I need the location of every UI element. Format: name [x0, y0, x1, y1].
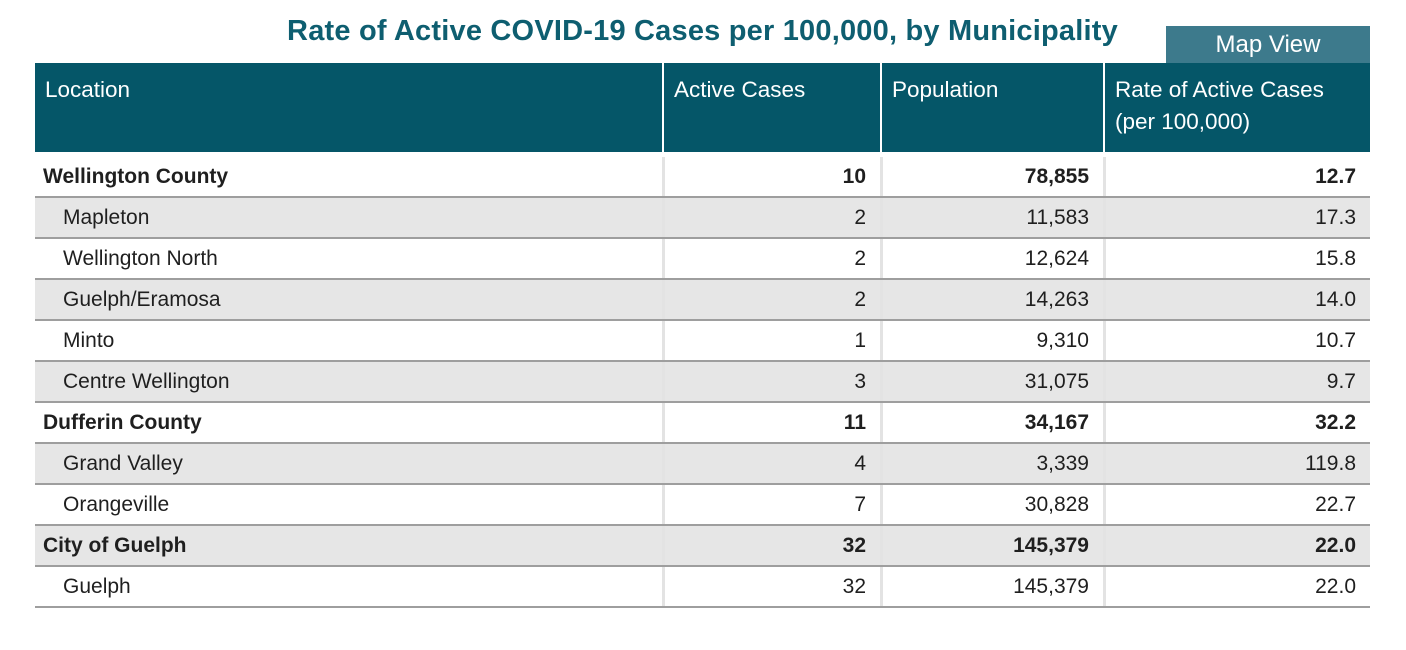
cell-active-cases: 2 — [662, 198, 880, 237]
cell-location: Wellington North — [63, 246, 218, 270]
cell-rate: 119.8 — [1103, 444, 1370, 483]
cell-population: 12,624 — [880, 239, 1103, 278]
cell-active-cases: 32 — [662, 526, 880, 565]
cell-rate: 14.0 — [1103, 280, 1370, 319]
cell-location: Dufferin County — [43, 410, 202, 434]
cell-active-cases: 7 — [662, 485, 880, 524]
top-bar: Rate of Active COVID-19 Cases per 100,00… — [35, 0, 1370, 63]
cell-rate: 22.0 — [1103, 567, 1370, 606]
cell-population: 31,075 — [880, 362, 1103, 401]
cell-active-cases: 4 — [662, 444, 880, 483]
table-row[interactable]: Guelph 32 145,379 22.0 — [35, 567, 1370, 608]
page-title: Rate of Active COVID-19 Cases per 100,00… — [287, 15, 1118, 47]
cell-active-cases: 11 — [662, 403, 880, 442]
cell-location: Centre Wellington — [63, 369, 230, 393]
cell-location: Guelph/Eramosa — [63, 287, 221, 311]
table-row[interactable]: Minto 1 9,310 10.7 — [35, 321, 1370, 362]
cell-population: 14,263 — [880, 280, 1103, 319]
map-view-button[interactable]: Map View — [1166, 26, 1370, 63]
cell-rate: 22.7 — [1103, 485, 1370, 524]
cell-location: Mapleton — [63, 205, 150, 229]
cell-active-cases: 10 — [662, 157, 880, 196]
cell-active-cases: 3 — [662, 362, 880, 401]
cell-location: Orangeville — [63, 492, 170, 516]
table-row[interactable]: Mapleton 2 11,583 17.3 — [35, 198, 1370, 239]
cell-rate: 22.0 — [1103, 526, 1370, 565]
cell-rate: 10.7 — [1103, 321, 1370, 360]
table-row[interactable]: Grand Valley 4 3,339 119.8 — [35, 444, 1370, 485]
table-row[interactable]: Centre Wellington 3 31,075 9.7 — [35, 362, 1370, 403]
cell-location: Wellington County — [43, 164, 229, 188]
cell-population: 30,828 — [880, 485, 1103, 524]
table-row[interactable]: Wellington County 10 78,855 12.7 — [35, 157, 1370, 198]
cell-active-cases: 2 — [662, 280, 880, 319]
cell-population: 9,310 — [880, 321, 1103, 360]
cell-population: 11,583 — [880, 198, 1103, 237]
column-header-population[interactable]: Population — [880, 63, 1103, 152]
cell-location: Grand Valley — [63, 451, 183, 475]
cell-rate: 12.7 — [1103, 157, 1370, 196]
column-header-active-cases[interactable]: Active Cases — [662, 63, 880, 152]
cell-population: 78,855 — [880, 157, 1103, 196]
column-header-location[interactable]: Location — [45, 77, 131, 102]
cell-rate: 15.8 — [1103, 239, 1370, 278]
column-header-rate[interactable]: Rate of Active Cases (per 100,000) — [1103, 63, 1370, 152]
table-row[interactable]: City of Guelph 32 145,379 22.0 — [35, 526, 1370, 567]
cell-population: 145,379 — [880, 526, 1103, 565]
cell-location: Minto — [63, 328, 115, 352]
cell-population: 145,379 — [880, 567, 1103, 606]
table-body: Wellington County 10 78,855 12.7 Mapleto… — [35, 157, 1370, 608]
cell-location: City of Guelph — [43, 533, 187, 557]
cell-population: 34,167 — [880, 403, 1103, 442]
cell-active-cases: 1 — [662, 321, 880, 360]
cell-active-cases: 32 — [662, 567, 880, 606]
cell-rate: 17.3 — [1103, 198, 1370, 237]
cell-location: Guelph — [63, 574, 131, 598]
cell-active-cases: 2 — [662, 239, 880, 278]
table-row[interactable]: Orangeville 7 30,828 22.7 — [35, 485, 1370, 526]
covid-rate-table: Location Active Cases Population Rate of… — [35, 63, 1370, 608]
table-row[interactable]: Wellington North 2 12,624 15.8 — [35, 239, 1370, 280]
table-row[interactable]: Guelph/Eramosa 2 14,263 14.0 — [35, 280, 1370, 321]
cell-rate: 32.2 — [1103, 403, 1370, 442]
table-header-row: Location Active Cases Population Rate of… — [35, 63, 1370, 152]
table-row[interactable]: Dufferin County 11 34,167 32.2 — [35, 403, 1370, 444]
cell-rate: 9.7 — [1103, 362, 1370, 401]
cell-population: 3,339 — [880, 444, 1103, 483]
